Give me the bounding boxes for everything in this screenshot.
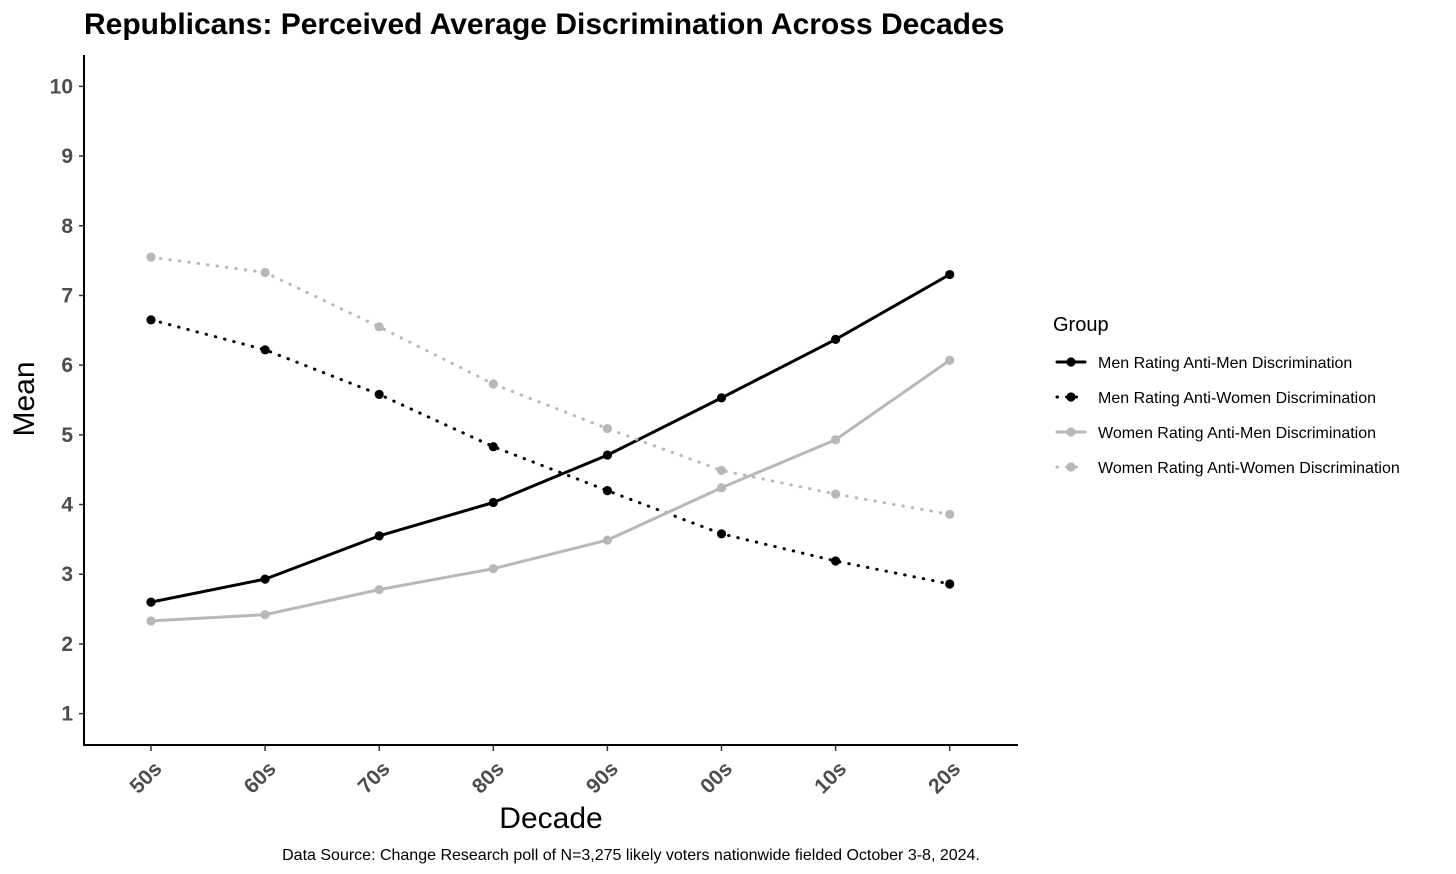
legend-title: Group — [1053, 314, 1109, 336]
chart-title: Republicans: Perceived Average Discrimin… — [84, 8, 1004, 41]
y-tick-label: 7 — [61, 284, 73, 307]
y-axis-title: Mean — [8, 361, 41, 436]
data-point — [602, 423, 613, 434]
data-point — [374, 389, 384, 400]
y-tick-label: 4 — [61, 494, 73, 517]
x-tick-label: 50s — [125, 757, 166, 798]
x-axis-title: Decade — [499, 802, 602, 835]
data-point — [945, 509, 955, 519]
data-point — [146, 315, 156, 325]
data-point — [716, 465, 727, 475]
data-point — [602, 450, 613, 460]
data-point — [488, 379, 498, 389]
y-tick-label: 1 — [61, 703, 73, 726]
data-point — [716, 529, 727, 539]
data-point — [146, 252, 156, 262]
series-men-rating-anti-men-discrimination — [146, 269, 955, 607]
x-tick-label: 80s — [468, 757, 509, 798]
y-tick-label: 10 — [50, 75, 73, 98]
legend-label: Women Rating Anti-Women Discrimination — [1098, 460, 1400, 477]
data-point — [602, 486, 613, 496]
series-line — [149, 358, 952, 623]
data-point — [716, 483, 727, 493]
y-tick-label: 3 — [61, 563, 73, 586]
legend-item: Women Rating Anti-Men Discrimination — [1055, 425, 1376, 442]
y-tick-label: 5 — [61, 424, 73, 447]
legend-item: Men Rating Anti-Women Discrimination — [1055, 390, 1376, 407]
data-point — [488, 564, 498, 574]
data-point — [945, 355, 955, 365]
data-point — [260, 610, 270, 620]
x-tick-label: 60s — [240, 757, 281, 798]
data-point — [374, 584, 384, 595]
y-tick-label: 9 — [61, 145, 73, 168]
x-tick-label: 70s — [354, 757, 395, 798]
data-point — [488, 442, 498, 452]
series-line — [149, 318, 952, 586]
legend-item: Men Rating Anti-Men Discrimination — [1055, 355, 1352, 372]
legend: Group Men Rating Anti-Men Discrimination… — [1053, 314, 1400, 477]
legend-label: Men Rating Anti-Women Discrimination — [1098, 390, 1376, 407]
data-point — [146, 597, 156, 607]
source-note: Data Source: Change Research poll of N=3… — [282, 847, 980, 864]
data-point — [831, 435, 841, 445]
legend-key-point — [1066, 357, 1076, 367]
data-point — [374, 322, 384, 332]
data-point — [831, 334, 841, 344]
data-point — [488, 497, 498, 508]
data-point — [260, 267, 270, 278]
legend-label: Men Rating Anti-Men Discrimination — [1098, 355, 1352, 372]
data-point — [831, 556, 841, 566]
y-axis-ticks: 1 2 3 4 5 6 7 8 9 10 — [50, 75, 84, 726]
plot-area — [146, 252, 955, 626]
data-point — [831, 489, 841, 499]
data-point — [260, 345, 270, 355]
series-line — [149, 255, 952, 516]
y-tick-label: 8 — [61, 215, 73, 238]
series-line — [149, 273, 952, 604]
series-women-rating-anti-women-discrimination — [146, 252, 955, 519]
series-men-rating-anti-women-discrimination — [146, 315, 955, 589]
y-tick-label: 2 — [61, 633, 73, 656]
data-point — [945, 579, 955, 589]
data-point — [146, 616, 156, 626]
legend-key-point — [1066, 392, 1076, 402]
y-tick-label: 6 — [61, 354, 73, 377]
data-point — [374, 531, 384, 541]
data-point — [945, 269, 955, 280]
series-women-rating-anti-men-discrimination — [146, 355, 955, 626]
data-point — [260, 574, 270, 584]
x-tick-label: 20s — [924, 757, 965, 798]
legend-item: Women Rating Anti-Women Discrimination — [1055, 460, 1400, 477]
x-tick-label: 90s — [582, 757, 623, 798]
legend-key-point — [1066, 462, 1076, 472]
x-axis-ticks: 50s 60s 70s 80s 90s 00s 10s 20s — [125, 745, 965, 798]
data-point — [602, 535, 613, 545]
legend-label: Women Rating Anti-Men Discrimination — [1098, 425, 1376, 442]
legend-key-point — [1066, 427, 1076, 437]
x-tick-label: 10s — [810, 757, 851, 798]
x-tick-label: 00s — [696, 757, 737, 798]
data-point — [716, 393, 727, 403]
